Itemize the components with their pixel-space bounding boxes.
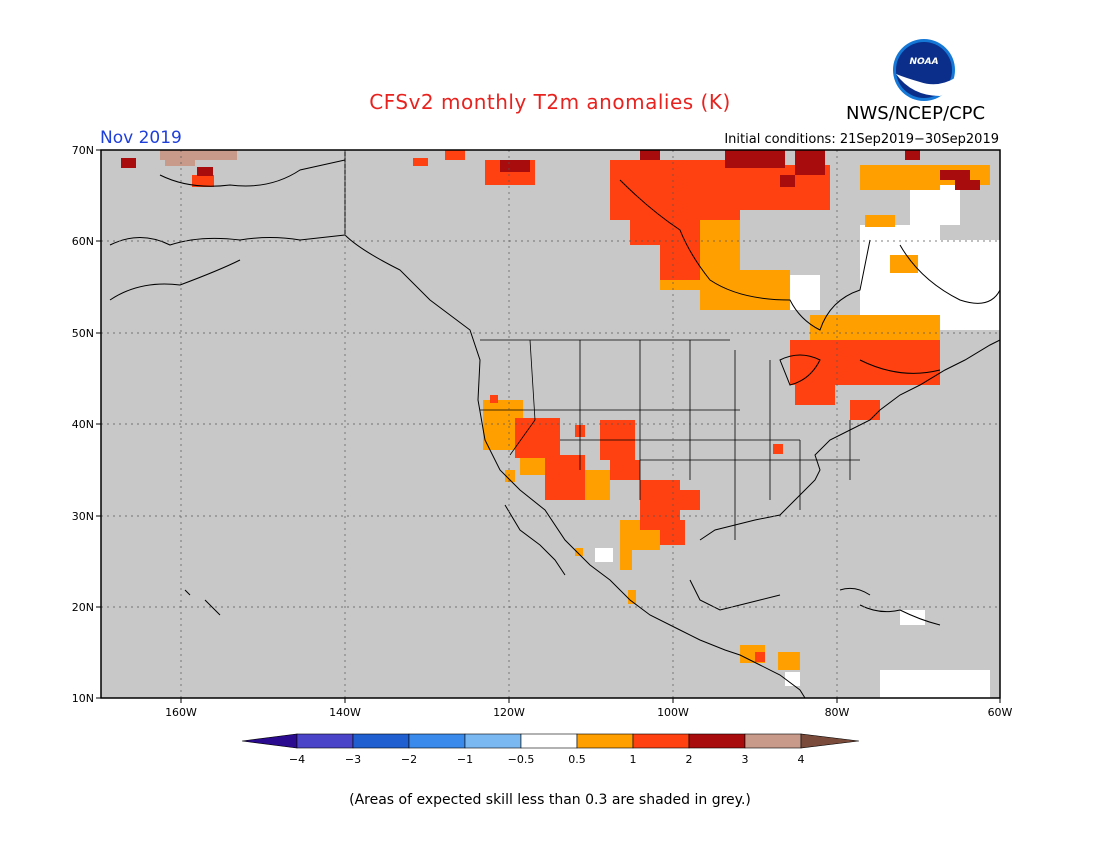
graticule — [101, 150, 1000, 698]
colorbar-label: −2 — [401, 753, 417, 766]
lon-label: 60W — [988, 706, 1013, 719]
forecast-month: Nov 2019 — [100, 128, 182, 148]
coastlines — [109, 150, 1001, 699]
colorbar-label: 2 — [686, 753, 693, 766]
colorbar-label: −4 — [289, 753, 305, 766]
latitude-labels: 70N 60N 50N 40N 30N 20N 10N — [72, 144, 101, 705]
initial-conditions: Initial conditions: 21Sep2019−30Sep2019 — [724, 132, 999, 147]
lat-label: 50N — [72, 327, 94, 340]
colorbar-label: −0.5 — [508, 753, 535, 766]
lon-label: 80W — [825, 706, 850, 719]
colorbar-label: 4 — [798, 753, 805, 766]
agency-label: NWS/NCEP/CPC — [846, 103, 986, 124]
colorbar-arrow-high — [800, 733, 860, 749]
longitude-labels: 160W 140W 120W 100W 80W 60W — [165, 698, 1013, 719]
colorbar-swatch — [464, 733, 522, 749]
lat-label: 70N — [72, 144, 94, 157]
anomaly-2-3-areas — [121, 150, 980, 190]
lat-label: 20N — [72, 601, 94, 614]
lat-label: 30N — [72, 510, 94, 523]
colorbar-label: 3 — [742, 753, 749, 766]
lat-label: 40N — [72, 418, 94, 431]
noaa-logo: NOAA — [893, 39, 955, 101]
map-panel — [100, 149, 1001, 699]
colorbar-swatch — [296, 733, 354, 749]
colorbar: −4 −3 −2 −1 −0.5 0.5 1 2 3 4 — [241, 733, 860, 766]
colorbar-label: −1 — [457, 753, 473, 766]
lon-label: 160W — [165, 706, 197, 719]
lat-label: 60N — [72, 235, 94, 248]
colorbar-swatch — [688, 733, 746, 749]
colorbar-swatch — [408, 733, 466, 749]
colorbar-swatch — [632, 733, 690, 749]
state-borders — [480, 339, 860, 540]
lon-label: 120W — [493, 706, 525, 719]
anomaly-3-4-areas — [160, 150, 237, 166]
colorbar-label: 1 — [630, 753, 637, 766]
colorbar-swatch — [352, 733, 410, 749]
footnote: (Areas of expected skill less than 0.3 a… — [349, 792, 751, 808]
colorbar-swatch — [576, 733, 634, 749]
colorbar-arrow-low — [241, 733, 298, 749]
logo-text: NOAA — [909, 57, 938, 67]
lon-label: 100W — [657, 706, 689, 719]
colorbar-swatch — [744, 733, 802, 749]
map-title: CFSv2 monthly T2m anomalies (K) — [369, 90, 731, 114]
lon-label: 140W — [329, 706, 361, 719]
lat-label: 10N — [72, 692, 94, 705]
colorbar-label: 0.5 — [568, 753, 586, 766]
colorbar-label: −3 — [345, 753, 361, 766]
colorbar-swatch — [520, 733, 578, 749]
